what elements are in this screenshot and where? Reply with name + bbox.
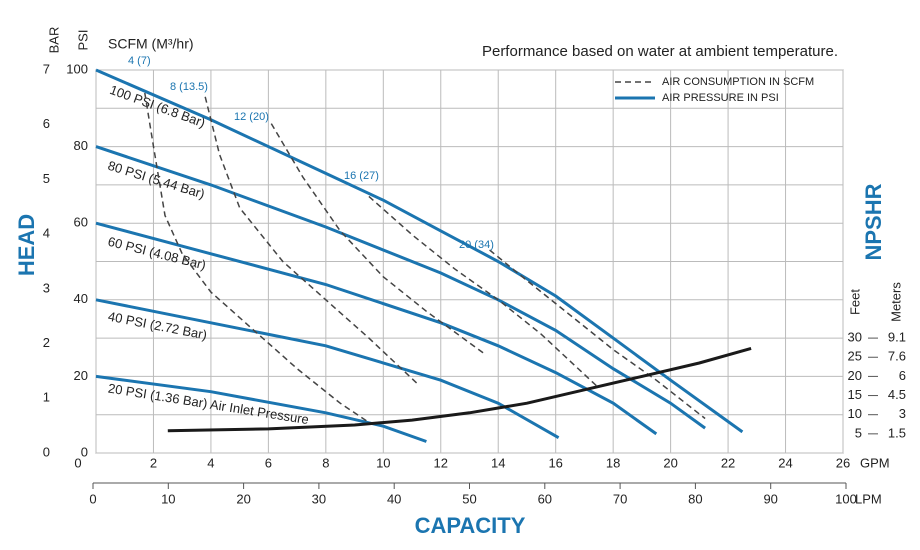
- x2-tick-label: 0: [89, 491, 96, 506]
- x-tick-label: 14: [491, 455, 505, 470]
- y3-meter-label: 6: [899, 368, 906, 383]
- x-tick-label: 20: [663, 455, 677, 470]
- x-tick-label: 16: [548, 455, 562, 470]
- x2-tick-label: 60: [538, 491, 552, 506]
- x2-tick-label: 10: [161, 491, 175, 506]
- x2-tick-label: 20: [236, 491, 250, 506]
- x2-tick-label: 30: [312, 491, 326, 506]
- npshr-curve: [167, 346, 752, 433]
- y3-tick-label: 20: [848, 368, 862, 383]
- x-tick-label: 22: [721, 455, 735, 470]
- air-consumption-curve: [489, 249, 706, 420]
- y3-meter-label: 1.5: [888, 425, 906, 440]
- x-tick-label: 10: [376, 455, 390, 470]
- y2-tick-label: 0: [43, 444, 50, 459]
- x-tick-label: 4: [207, 455, 214, 470]
- curve-label: 12 (20): [234, 111, 269, 123]
- y3-tick-label: 10: [848, 406, 862, 421]
- air-consumption-curve: [270, 123, 485, 355]
- y2-tick-label: 3: [43, 280, 50, 295]
- x2-tick-label: 50: [462, 491, 476, 506]
- y3-meter-label: 4.5: [888, 387, 906, 402]
- y3-tick-label: 30: [848, 330, 862, 345]
- x2-tick-label: 40: [387, 491, 401, 506]
- y-tick-label: 0: [81, 444, 88, 459]
- curve-label: 4 (7): [128, 55, 151, 67]
- x-tick-label: 0: [74, 455, 81, 470]
- x-tick-label: 8: [322, 455, 329, 470]
- y2-tick-label: 2: [43, 335, 50, 350]
- y3-meter-label: 9.1: [888, 330, 906, 345]
- y-axis-title: HEAD: [14, 214, 39, 276]
- y3-tick-label: 5: [855, 425, 862, 440]
- y2-tick-label: 1: [43, 390, 50, 405]
- y2-tick-label: 4: [43, 226, 50, 241]
- x-tick-label: 6: [265, 455, 272, 470]
- y3-tick-label: 15: [848, 387, 862, 402]
- y-tick-label: 20: [74, 368, 88, 383]
- y2-tick-label: 6: [43, 116, 50, 131]
- curve-label: 20 (34): [459, 239, 494, 251]
- meters-unit: Meters: [888, 282, 903, 322]
- air-consumption-curve: [204, 96, 419, 385]
- air-consumption-curve: [144, 92, 370, 424]
- x2-tick-label: 100: [835, 491, 857, 506]
- air-pressure-curve: [95, 298, 560, 440]
- y3-tick-label: 25: [848, 349, 862, 364]
- feet-unit: Feet: [847, 289, 862, 315]
- x-tick-label: 12: [434, 455, 448, 470]
- air-pressure-curve: [95, 221, 658, 436]
- y2-unit: BAR: [46, 27, 61, 54]
- air-pressure-curve: [95, 374, 427, 443]
- legend-label: AIR CONSUMPTION IN SCFM: [662, 76, 814, 88]
- x-tick-label: 24: [778, 455, 792, 470]
- y2-tick-label: 5: [43, 171, 50, 186]
- x-tick-label: 2: [150, 455, 157, 470]
- y3-meter-label: 7.6: [888, 349, 906, 364]
- scfm-label: SCFM (M³/hr): [108, 36, 194, 52]
- x-tick-label: 26: [836, 455, 850, 470]
- chart-title: Performance based on water at ambient te…: [482, 43, 838, 60]
- x2-tick-label: 80: [688, 491, 702, 506]
- legend-box: [600, 72, 840, 106]
- x2-tick-label: 90: [763, 491, 777, 506]
- y3-meter-label: 3: [899, 406, 906, 421]
- curve-label: 16 (27): [344, 170, 379, 182]
- x-tick-label: 18: [606, 455, 620, 470]
- air-consumption-curve: [368, 195, 600, 389]
- curve-label: 8 (13.5): [170, 81, 208, 93]
- y2-tick-label: 7: [43, 61, 50, 76]
- y-tick-label: 80: [74, 138, 88, 153]
- y-tick-label: 40: [74, 291, 88, 306]
- x-axis-title: CAPACITY: [415, 513, 526, 538]
- x2-tick-label: 70: [613, 491, 627, 506]
- npshr-title: NPSHR: [861, 183, 886, 260]
- y-unit: PSI: [75, 30, 90, 51]
- x-unit: GPM: [860, 455, 890, 470]
- air-pressure-curve: [95, 68, 744, 434]
- legend-label: AIR PRESSURE IN PSI: [662, 92, 779, 104]
- y-tick-label: 100: [66, 61, 88, 76]
- x2-unit: LPM: [855, 491, 882, 506]
- y-tick-label: 60: [74, 215, 88, 230]
